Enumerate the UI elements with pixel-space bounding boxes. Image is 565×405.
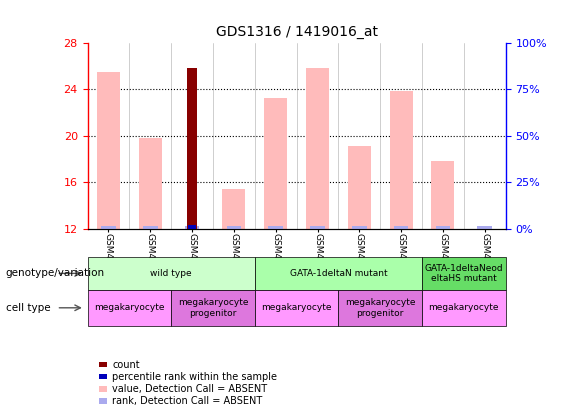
Bar: [348, 146, 371, 229]
Bar: [88, 257, 255, 290]
Bar: [306, 68, 329, 229]
Bar: [101, 226, 116, 229]
Text: megakaryocyte
progenitor: megakaryocyte progenitor: [178, 298, 248, 318]
Text: GATA-1deltaN mutant: GATA-1deltaN mutant: [290, 269, 387, 278]
Bar: [171, 290, 255, 326]
Text: megakaryocyte
progenitor: megakaryocyte progenitor: [345, 298, 415, 318]
Text: megakaryocyte: megakaryocyte: [94, 303, 164, 312]
Bar: [432, 161, 454, 229]
Bar: [187, 68, 197, 229]
Bar: [268, 226, 283, 229]
Bar: [352, 226, 367, 229]
Bar: [390, 92, 412, 229]
Text: megakaryocyte: megakaryocyte: [262, 303, 332, 312]
Text: percentile rank within the sample: percentile rank within the sample: [112, 372, 277, 382]
Bar: [436, 226, 450, 229]
Bar: [255, 257, 422, 290]
Bar: [188, 225, 196, 229]
Bar: [338, 290, 422, 326]
Text: cell type: cell type: [6, 303, 50, 313]
Bar: [143, 226, 158, 229]
Bar: [477, 226, 492, 229]
Text: value, Detection Call = ABSENT: value, Detection Call = ABSENT: [112, 384, 268, 394]
Text: genotype/variation: genotype/variation: [6, 269, 105, 278]
Bar: [227, 226, 241, 229]
Text: rank, Detection Call = ABSENT: rank, Detection Call = ABSENT: [112, 396, 263, 405]
Bar: [139, 138, 162, 229]
Bar: [255, 290, 338, 326]
Title: GDS1316 / 1419016_at: GDS1316 / 1419016_at: [216, 25, 377, 39]
Text: GATA-1deltaNeod
eltaHS mutant: GATA-1deltaNeod eltaHS mutant: [424, 264, 503, 283]
Bar: [264, 98, 287, 229]
Bar: [185, 226, 199, 229]
Text: megakaryocyte: megakaryocyte: [429, 303, 499, 312]
Bar: [422, 257, 506, 290]
Bar: [310, 226, 325, 229]
Bar: [223, 189, 245, 229]
Bar: [394, 226, 408, 229]
Text: wild type: wild type: [150, 269, 192, 278]
Bar: [97, 72, 120, 229]
Bar: [422, 290, 506, 326]
Bar: [88, 290, 171, 326]
Text: count: count: [112, 360, 140, 369]
